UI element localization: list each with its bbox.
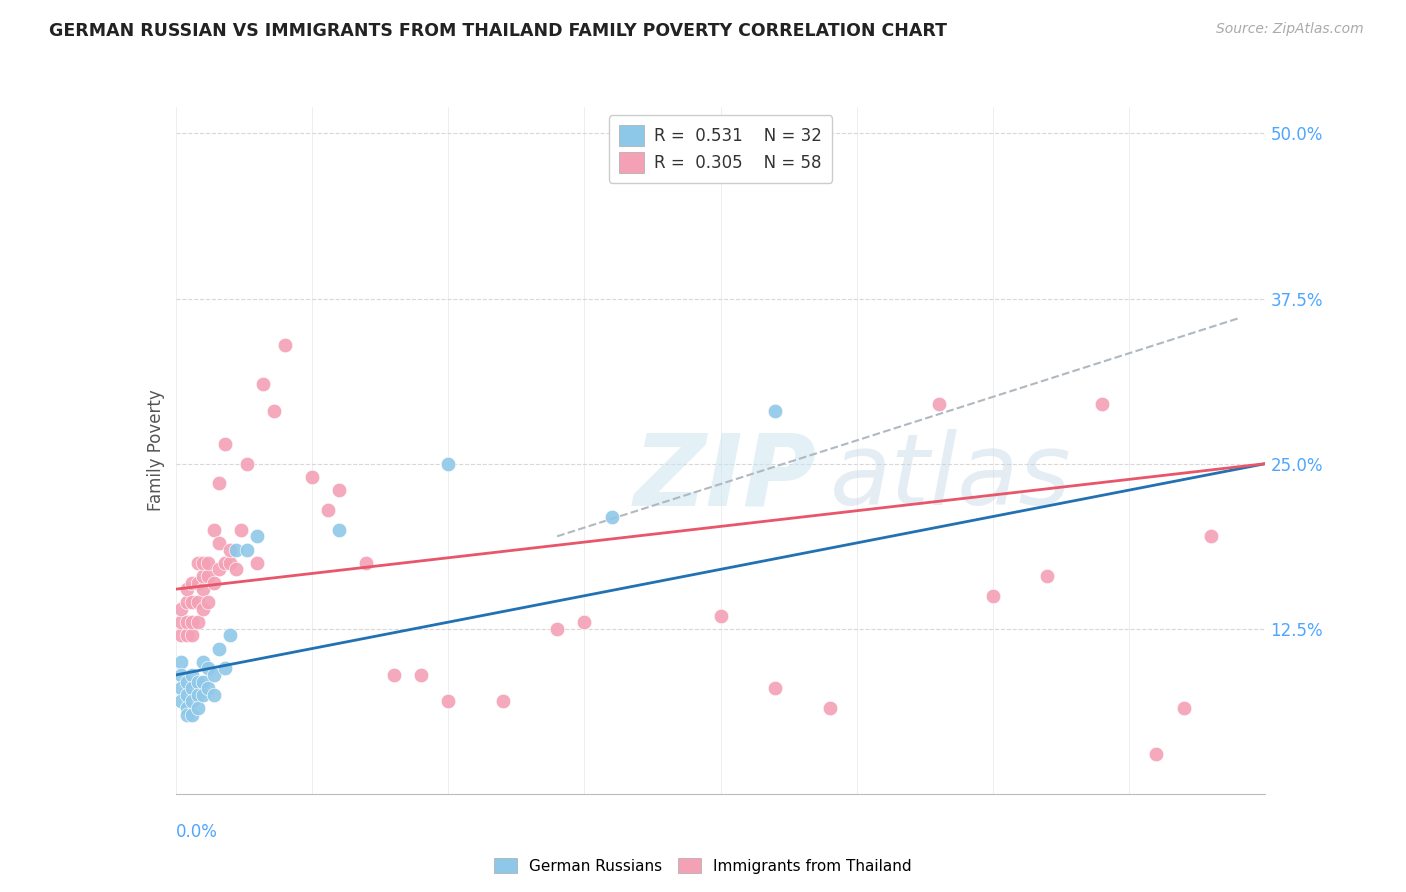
Point: [235, 542, 257, 557]
Text: Source: ZipAtlas.com: Source: ZipAtlas.com: [1216, 22, 1364, 37]
Point: [186, 688, 209, 702]
Point: [1091, 397, 1114, 411]
Point: [181, 681, 204, 696]
Point: [208, 536, 231, 550]
Point: [1036, 569, 1059, 583]
Point: [181, 707, 204, 722]
Point: [231, 523, 253, 537]
Point: [197, 595, 219, 609]
Point: [928, 397, 950, 411]
Point: [437, 457, 460, 471]
Point: [208, 562, 231, 576]
Legend: German Russians, Immigrants from Thailand: German Russians, Immigrants from Thailan…: [488, 852, 918, 880]
Point: [181, 628, 204, 642]
Point: [191, 556, 214, 570]
Point: [763, 404, 786, 418]
Point: [437, 694, 460, 708]
Point: [191, 674, 214, 689]
Point: [191, 569, 214, 583]
Point: [202, 668, 225, 682]
Point: [191, 582, 214, 596]
Point: [710, 608, 733, 623]
Point: [1199, 529, 1222, 543]
Point: [225, 542, 247, 557]
Point: [356, 556, 378, 570]
Point: [246, 556, 269, 570]
Point: [214, 661, 236, 675]
Point: [1144, 747, 1167, 762]
Point: [197, 556, 219, 570]
Point: [186, 674, 209, 689]
Point: [219, 542, 242, 557]
Text: 0.0%: 0.0%: [176, 822, 218, 841]
Point: [170, 602, 193, 616]
Point: [546, 622, 568, 636]
Point: [170, 655, 193, 669]
Point: [170, 694, 193, 708]
Point: [176, 628, 198, 642]
Point: [301, 470, 323, 484]
Point: [181, 615, 204, 630]
Point: [235, 457, 257, 471]
Point: [246, 529, 269, 543]
Point: [186, 595, 209, 609]
Point: [176, 674, 198, 689]
Text: atlas: atlas: [830, 429, 1071, 526]
Point: [170, 615, 193, 630]
Point: [382, 668, 405, 682]
Point: [1173, 701, 1195, 715]
Point: [176, 707, 198, 722]
Point: [263, 404, 285, 418]
Point: [197, 681, 219, 696]
Point: [328, 483, 350, 497]
Point: [981, 589, 1004, 603]
Point: [197, 569, 219, 583]
Point: [208, 641, 231, 656]
Point: [328, 523, 350, 537]
Point: [197, 661, 219, 675]
Point: [181, 595, 204, 609]
Point: [219, 556, 242, 570]
Text: GERMAN RUSSIAN VS IMMIGRANTS FROM THAILAND FAMILY POVERTY CORRELATION CHART: GERMAN RUSSIAN VS IMMIGRANTS FROM THAILA…: [49, 22, 948, 40]
Legend: R =  0.531    N = 32, R =  0.305    N = 58: R = 0.531 N = 32, R = 0.305 N = 58: [609, 115, 832, 183]
Point: [186, 615, 209, 630]
Point: [176, 582, 198, 596]
Point: [181, 575, 204, 590]
Point: [214, 437, 236, 451]
Point: [600, 509, 623, 524]
Point: [170, 668, 193, 682]
Point: [492, 694, 515, 708]
Point: [186, 556, 209, 570]
Point: [219, 628, 242, 642]
Point: [176, 701, 198, 715]
Point: [274, 338, 297, 352]
Point: [214, 556, 236, 570]
Point: [202, 688, 225, 702]
Y-axis label: Family Poverty: Family Poverty: [146, 390, 165, 511]
Point: [318, 503, 340, 517]
Point: [225, 562, 247, 576]
Point: [191, 602, 214, 616]
Point: [186, 701, 209, 715]
Point: [176, 688, 198, 702]
Point: [170, 628, 193, 642]
Point: [181, 668, 204, 682]
Point: [208, 476, 231, 491]
Point: [191, 655, 214, 669]
Point: [252, 377, 274, 392]
Point: [186, 575, 209, 590]
Point: [191, 688, 214, 702]
Point: [409, 668, 432, 682]
Point: [181, 694, 204, 708]
Point: [202, 523, 225, 537]
Point: [176, 615, 198, 630]
Point: [818, 701, 841, 715]
Point: [574, 615, 596, 630]
Point: [763, 681, 786, 696]
Point: [170, 681, 193, 696]
Point: [202, 575, 225, 590]
Text: ZIP: ZIP: [633, 429, 817, 526]
Point: [176, 595, 198, 609]
